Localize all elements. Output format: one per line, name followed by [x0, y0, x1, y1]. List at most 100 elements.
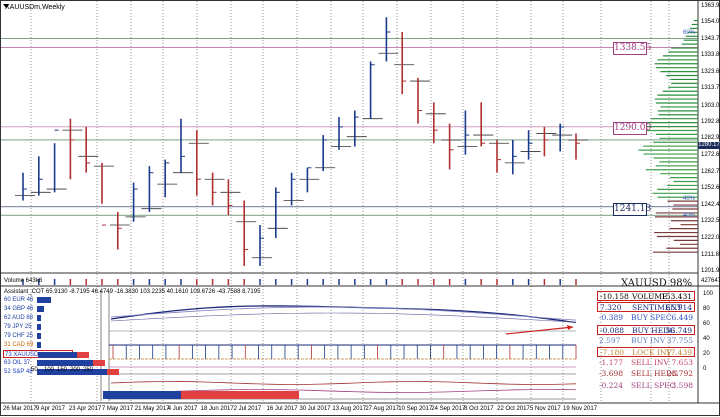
price-tick-label: 1354.05	[701, 19, 720, 26]
time-axis-label: 10 Sep 2017	[398, 406, 433, 412]
indicator-value: 6.449	[671, 313, 693, 323]
time-axis-label: 30 Jul 2017	[299, 406, 331, 412]
time-axis-label: 5 Nov 2017	[530, 406, 561, 412]
price-tick-label: 1232.55	[701, 217, 720, 224]
sp-bar	[103, 391, 181, 399]
indicator-axis-tick: 0	[703, 366, 707, 372]
indicator-value: 37.755	[666, 335, 693, 345]
legend-label: 62 AUD 88	[4, 315, 34, 321]
time-axis-label: 16 Jul 2017	[266, 406, 298, 412]
indicator-delta: 2.597	[599, 335, 621, 345]
legend-level-bar	[37, 369, 107, 375]
price-tick-label: 1303.05	[701, 102, 720, 109]
indicator-delta: -3.698	[599, 369, 624, 379]
time-axis-label: 27 Aug 2017	[365, 406, 400, 412]
price-tick-label: 1242.40	[701, 201, 720, 208]
symbol-percent-title: XAUUSD 98%	[621, 278, 693, 289]
indicator-delta: -7.180	[600, 348, 625, 357]
price-tick-label: 1343.70	[701, 36, 720, 43]
legend-level-bar	[37, 360, 93, 366]
sell-spec-line	[110, 389, 577, 393]
legend-scale-tick: 150	[57, 367, 68, 373]
indicator-delta: -0.088	[600, 325, 625, 335]
legend-level-bar	[37, 315, 41, 321]
indicator-value: 3.598	[671, 380, 693, 390]
legend-level-bar	[37, 297, 51, 303]
legend-level-bar	[37, 342, 41, 348]
level-label-1241[interactable]: 1241.13	[613, 203, 652, 216]
time-axis-label: 8 Oct 2017	[464, 406, 494, 412]
indicator-delta: -10.158	[600, 292, 629, 301]
indicator-name: VOLUME	[632, 292, 668, 301]
legend-label: 63 OIL 37	[4, 360, 31, 366]
legend-row: 52 S&P 48	[3, 368, 119, 376]
indicator-name: BUY INV	[631, 335, 666, 345]
legend-scale: 50 100 150 200 250	[31, 367, 111, 375]
current-price-marker: 1280.17	[698, 142, 720, 149]
indicator-row: -0.389 BUY SPEC 6.449	[597, 313, 695, 323]
indicator-value: 23.792	[666, 369, 693, 379]
indicator-value: 17.439	[665, 348, 692, 357]
legend-scale-tick: 250	[83, 367, 94, 373]
sentiment-line	[110, 306, 577, 321]
legend-label: 60 EUR 46	[4, 297, 34, 303]
price-tick-label: 1292.80	[701, 119, 720, 126]
indicator-values-panel: -10.158 VOLUME 153.431 7.320 SENTIMENT 65.914…	[597, 291, 697, 391]
legend-row: 73 XAUUSD	[3, 350, 89, 358]
legend-label: 52 S&P 48	[4, 369, 33, 375]
price-tick-label: 1201.90	[701, 268, 720, 274]
legend-row: 79 JPY 25	[3, 323, 103, 331]
legend-level-bar	[38, 352, 77, 358]
indicator-name: BUY SPEC	[631, 313, 672, 323]
indicator-axis-tick: 100	[703, 291, 714, 297]
time-axis-label: 19 Nov 2017	[563, 406, 598, 412]
volume-max-value: 427647	[701, 278, 720, 284]
legend-label: 73 XAUUSD	[5, 352, 39, 358]
time-axis-label: 21 May 2017	[134, 406, 170, 412]
time-axis-label: 26 Mar 2017	[3, 406, 37, 412]
legend-row: 34 GBP 46	[3, 305, 103, 313]
price-tick-label: 1222.00	[701, 235, 720, 242]
pct-label: 40%	[683, 213, 696, 219]
legend-short-bar	[107, 369, 119, 375]
legend-scale-tick: 100	[44, 367, 55, 373]
legend-scale-tick: 200	[70, 367, 81, 373]
level-label-1338[interactable]: 1338.55	[613, 42, 652, 55]
legend-label: 34 GBP 46	[4, 306, 34, 312]
dropdown-icon[interactable]	[3, 4, 9, 8]
sp-bar	[181, 391, 299, 399]
indicator-axis-tick: 80	[703, 306, 710, 312]
price-tick-label: 1282.95	[701, 135, 720, 142]
level-label-1290[interactable]: 1290.00	[613, 122, 652, 135]
indicator-row: 2.597 BUY INV 37.755	[597, 336, 695, 346]
legend-short-bar	[93, 360, 105, 366]
legend-level-bar	[37, 333, 41, 339]
indicator-name: SELL HEDG	[631, 369, 678, 379]
indicator-value: 56.749	[665, 325, 692, 335]
price-axis: 1363.90 1354.05 1343.70 1333.80 1323.60 1313.…	[699, 1, 720, 274]
legend-label: 31 CAD 69	[4, 342, 34, 348]
indicator-name: SELL SPEC	[631, 380, 676, 390]
indicator-delta: -1.177	[599, 358, 624, 368]
volume-line	[110, 305, 577, 324]
indicator-name: SENTIMENT	[632, 303, 682, 313]
indicator-name: BUY HEDG	[632, 325, 676, 335]
time-axis-label: 18 Jun 2017	[200, 406, 234, 412]
indicator-name: LOCK INV	[632, 348, 672, 357]
time-axis-label: 23 Apr 2017	[68, 406, 102, 412]
buy-spec-line	[110, 312, 577, 323]
time-axis-label: 13 Aug 2017	[332, 406, 367, 412]
legend-level-bar	[37, 306, 44, 312]
indicator-axis-tick: 20	[703, 351, 710, 357]
time-axis-label: 22 Oct 2017	[497, 406, 530, 412]
legend-row: 79 CHF 25	[3, 332, 103, 340]
price-tick-label: 1363.90	[701, 3, 720, 9]
cot-legend: 60 EUR 46 34 GBP 46 62 AUD 88 79 JPY 25 79 C…	[3, 296, 119, 376]
indicator-row: -7.180 LOCK INV 17.439	[597, 347, 695, 357]
trend-arrow	[505, 326, 574, 335]
indicator-delta: 7.320	[600, 303, 622, 313]
price-tick-label: 1333.80	[701, 52, 720, 59]
volume-label: Volume 643k8	[4, 278, 43, 284]
price-tick-label: 1211.80	[701, 251, 720, 258]
